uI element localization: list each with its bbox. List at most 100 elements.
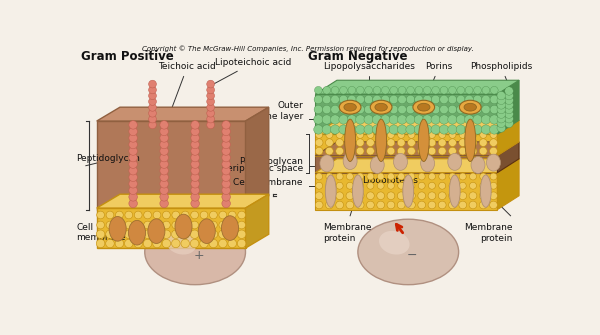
Circle shape bbox=[331, 125, 340, 134]
Circle shape bbox=[339, 105, 348, 114]
Circle shape bbox=[219, 221, 227, 229]
Circle shape bbox=[163, 221, 170, 229]
Circle shape bbox=[457, 95, 465, 104]
Circle shape bbox=[331, 105, 340, 114]
Circle shape bbox=[389, 95, 398, 104]
Circle shape bbox=[469, 192, 477, 200]
Circle shape bbox=[331, 95, 340, 104]
Circle shape bbox=[473, 125, 482, 134]
Circle shape bbox=[398, 95, 406, 104]
Circle shape bbox=[448, 115, 457, 124]
Circle shape bbox=[428, 131, 436, 138]
Circle shape bbox=[190, 230, 199, 239]
Circle shape bbox=[356, 173, 364, 180]
Circle shape bbox=[106, 230, 114, 239]
Circle shape bbox=[336, 147, 344, 155]
Circle shape bbox=[229, 211, 236, 219]
Circle shape bbox=[129, 121, 137, 129]
Ellipse shape bbox=[465, 119, 476, 161]
Circle shape bbox=[238, 230, 246, 239]
Circle shape bbox=[160, 121, 169, 129]
Circle shape bbox=[373, 125, 382, 134]
Circle shape bbox=[397, 125, 407, 134]
Circle shape bbox=[222, 134, 230, 142]
Circle shape bbox=[181, 221, 189, 229]
Circle shape bbox=[181, 230, 190, 239]
Text: Porins: Porins bbox=[425, 62, 453, 101]
Circle shape bbox=[149, 115, 157, 123]
Circle shape bbox=[336, 182, 343, 189]
Circle shape bbox=[459, 192, 467, 200]
Circle shape bbox=[406, 105, 415, 114]
Circle shape bbox=[181, 211, 189, 219]
Circle shape bbox=[191, 147, 199, 155]
Circle shape bbox=[129, 147, 137, 155]
FancyBboxPatch shape bbox=[315, 94, 497, 134]
Circle shape bbox=[449, 173, 456, 180]
Circle shape bbox=[408, 173, 415, 180]
Circle shape bbox=[367, 147, 374, 155]
Circle shape bbox=[144, 221, 151, 229]
Circle shape bbox=[490, 131, 497, 138]
Circle shape bbox=[356, 201, 364, 209]
Circle shape bbox=[356, 105, 364, 114]
Circle shape bbox=[456, 115, 466, 124]
Ellipse shape bbox=[448, 153, 462, 170]
Circle shape bbox=[125, 230, 133, 239]
Circle shape bbox=[469, 147, 477, 155]
Circle shape bbox=[326, 201, 333, 209]
Circle shape bbox=[209, 239, 218, 248]
Ellipse shape bbox=[413, 100, 434, 114]
Circle shape bbox=[490, 125, 499, 134]
Circle shape bbox=[336, 139, 344, 146]
Circle shape bbox=[397, 201, 405, 209]
Circle shape bbox=[364, 95, 373, 104]
Circle shape bbox=[387, 201, 395, 209]
Circle shape bbox=[364, 115, 373, 124]
Polygon shape bbox=[497, 142, 519, 173]
Circle shape bbox=[160, 160, 169, 169]
Circle shape bbox=[482, 86, 490, 94]
Polygon shape bbox=[497, 120, 519, 156]
Circle shape bbox=[377, 139, 385, 146]
Circle shape bbox=[218, 230, 227, 239]
Circle shape bbox=[497, 91, 506, 100]
Circle shape bbox=[322, 95, 331, 104]
Circle shape bbox=[160, 140, 169, 149]
Circle shape bbox=[129, 173, 137, 182]
Circle shape bbox=[448, 95, 457, 104]
Circle shape bbox=[490, 182, 497, 189]
FancyBboxPatch shape bbox=[315, 173, 497, 210]
Circle shape bbox=[129, 160, 137, 169]
Circle shape bbox=[414, 125, 424, 134]
Circle shape bbox=[160, 193, 169, 201]
Circle shape bbox=[346, 139, 354, 146]
Circle shape bbox=[497, 100, 506, 109]
Ellipse shape bbox=[370, 100, 392, 114]
Ellipse shape bbox=[344, 103, 356, 111]
Circle shape bbox=[125, 211, 133, 219]
Circle shape bbox=[222, 173, 230, 182]
Circle shape bbox=[479, 201, 487, 209]
Circle shape bbox=[505, 115, 513, 123]
Circle shape bbox=[440, 105, 448, 114]
Circle shape bbox=[377, 192, 385, 200]
Circle shape bbox=[149, 86, 157, 94]
Circle shape bbox=[407, 147, 415, 155]
Circle shape bbox=[207, 104, 215, 111]
Circle shape bbox=[448, 105, 457, 114]
Circle shape bbox=[207, 86, 215, 94]
Circle shape bbox=[407, 201, 415, 209]
Circle shape bbox=[160, 127, 169, 136]
Circle shape bbox=[129, 180, 137, 188]
Circle shape bbox=[97, 211, 104, 219]
Circle shape bbox=[381, 95, 389, 104]
Circle shape bbox=[134, 221, 142, 229]
Circle shape bbox=[364, 125, 373, 134]
Circle shape bbox=[398, 86, 406, 94]
Ellipse shape bbox=[379, 231, 410, 255]
Circle shape bbox=[207, 121, 215, 129]
Circle shape bbox=[505, 100, 513, 109]
Circle shape bbox=[191, 127, 199, 136]
Circle shape bbox=[373, 115, 382, 124]
